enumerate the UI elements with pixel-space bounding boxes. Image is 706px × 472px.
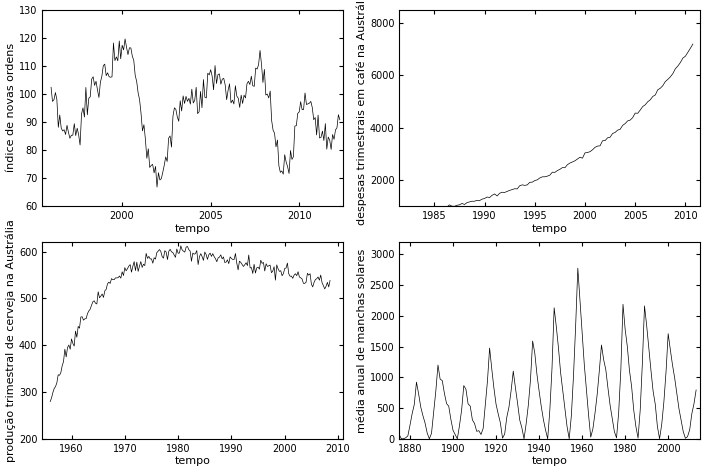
Y-axis label: média anual de manchas solares: média anual de manchas solares <box>357 248 367 433</box>
X-axis label: tempo: tempo <box>175 224 210 234</box>
Y-axis label: índice de novas ordens: índice de novas ordens <box>6 43 16 172</box>
X-axis label: tempo: tempo <box>532 456 568 466</box>
X-axis label: tempo: tempo <box>532 224 568 234</box>
Y-axis label: despesas trimestrais em café na Austrália: despesas trimestrais em café na Austráli… <box>357 0 367 225</box>
X-axis label: tempo: tempo <box>175 456 210 466</box>
Y-axis label: produção trimestral de cerveja na Austrália: produção trimestral de cerveja na Austrá… <box>6 219 16 462</box>
